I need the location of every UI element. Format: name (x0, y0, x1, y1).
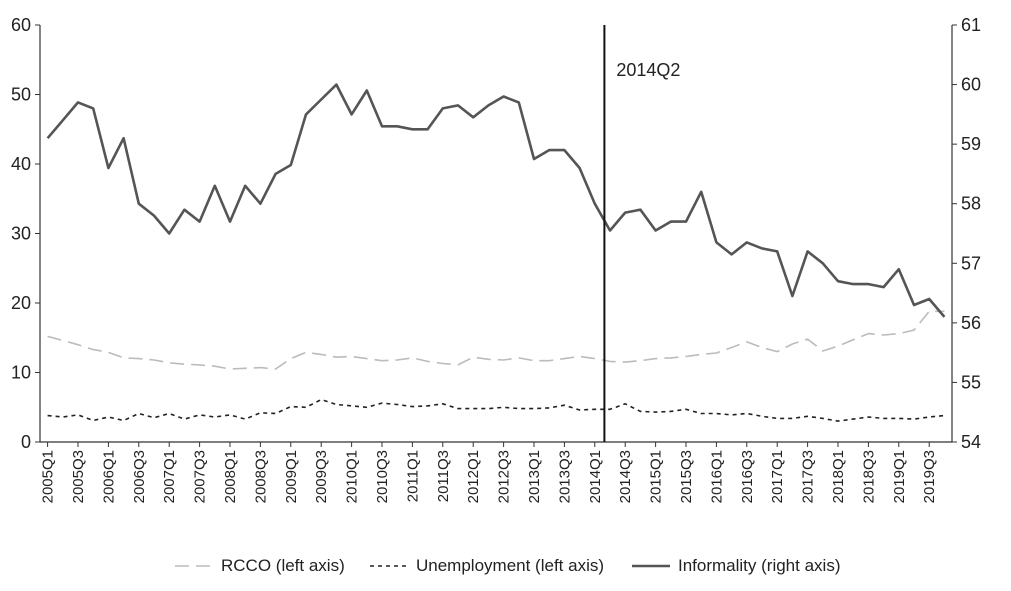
x-tick-label: 2009Q3 (313, 450, 330, 503)
x-tick-label: 2009Q1 (283, 450, 300, 503)
x-tick-label: 2019Q3 (921, 450, 938, 503)
x-tick-label: 2011Q1 (404, 450, 421, 502)
legend: RCCO (left axis) Unemployment (left axis)… (175, 556, 840, 575)
x-tick-label: 2007Q3 (192, 450, 209, 503)
x-tick-label: 2006Q3 (131, 450, 148, 503)
legend-label-2: Unemployment (left axis) (416, 556, 604, 575)
left-tick-label: 0 (21, 432, 31, 452)
x-tick-label: 2015Q3 (678, 450, 695, 503)
x-tick-label: 2014Q1 (587, 450, 604, 503)
x-tick-label: 2012Q3 (496, 450, 513, 503)
x-tick-label: 2015Q1 (648, 450, 665, 503)
x-tick-label: 2010Q1 (344, 450, 361, 503)
left-tick-label: 40 (11, 154, 31, 174)
left-tick-label: 20 (11, 293, 31, 313)
right-tick-label: 55 (961, 372, 981, 392)
x-tick-label: 2008Q3 (252, 450, 269, 503)
vline-label: 2014Q2 (616, 60, 680, 80)
x-tick-label: 2016Q3 (739, 450, 756, 503)
x-tick-label: 2018Q3 (860, 450, 877, 503)
vline-layer: 2014Q2 (603, 25, 680, 442)
x-tick-label: 2007Q1 (161, 450, 178, 503)
series-line-2 (47, 398, 945, 422)
left-tick-label: 10 (11, 363, 31, 383)
x-tick-label: 2017Q1 (769, 450, 786, 503)
right-tick-label: 54 (961, 432, 981, 452)
x-tick-label: 2013Q3 (556, 450, 573, 503)
x-tick-label: 2016Q1 (708, 450, 725, 503)
left-tick-label: 50 (11, 85, 31, 105)
right-tick-label: 57 (961, 253, 981, 273)
x-tick-label: 2006Q1 (100, 450, 117, 503)
axes: 0 10 20 30 40 50 60 54 55 56 57 58 59 60 61 2005Q1 2005Q… (11, 15, 981, 503)
x-tick-label: 2012Q1 (465, 450, 482, 503)
legend-label-3: Informality (right axis) (678, 556, 840, 575)
x-tick-label: 2013Q1 (526, 450, 543, 503)
x-tick-label: 2008Q1 (222, 450, 239, 503)
series-line-3 (46, 83, 946, 318)
x-tick-label: 2010Q3 (374, 450, 391, 503)
x-tick-label: 2017Q3 (800, 450, 817, 503)
series-line-1 (47, 310, 945, 370)
series-layer (46, 83, 946, 422)
x-tick-label: 2005Q3 (70, 450, 87, 503)
right-tick-label: 61 (961, 15, 981, 35)
legend-label-1: RCCO (left axis) (221, 556, 345, 575)
right-tick-label: 59 (961, 134, 981, 154)
x-tick-label: 2019Q1 (891, 450, 908, 503)
left-tick-label: 60 (11, 15, 31, 35)
right-tick-label: 56 (961, 313, 981, 333)
x-tick-label: 2011Q3 (435, 450, 452, 502)
x-tick-label: 2018Q1 (830, 450, 847, 503)
x-tick-label: 2014Q3 (617, 450, 634, 503)
right-tick-label: 60 (961, 75, 981, 95)
left-tick-label: 30 (11, 224, 31, 244)
x-tick-label: 2005Q1 (40, 450, 57, 503)
right-tick-label: 58 (961, 194, 981, 214)
